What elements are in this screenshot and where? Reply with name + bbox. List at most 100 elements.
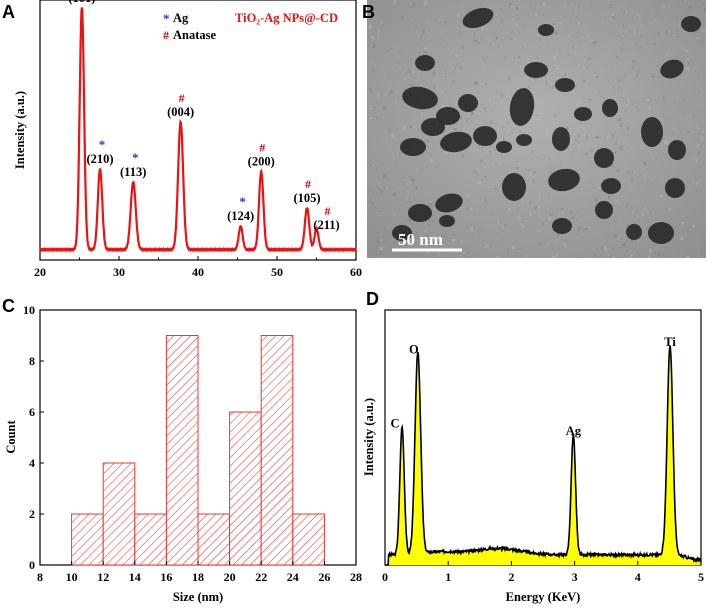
tem-noise-speck xyxy=(551,170,554,173)
tem-noise-speck xyxy=(611,163,615,167)
tem-noise-speck xyxy=(484,162,486,165)
tem-noise-speck xyxy=(656,64,659,67)
tem-noise-speck xyxy=(703,72,706,75)
tem-noise-speck xyxy=(586,135,589,139)
tem-noise-speck xyxy=(548,225,551,228)
tem-noise-speck xyxy=(696,37,700,39)
tem-noise-speck xyxy=(639,106,641,108)
tem-noise-speck xyxy=(700,137,704,141)
tem-noise-speck xyxy=(632,52,637,56)
tem-noise-speck xyxy=(690,212,692,216)
tem-noise-speck xyxy=(657,252,661,256)
panel-d-xlabel: Energy (KeV) xyxy=(506,590,581,604)
tem-noise-speck xyxy=(692,180,694,183)
tem-noise-speck xyxy=(413,19,417,22)
tem-noise-speck xyxy=(616,168,620,172)
tem-noise-speck xyxy=(413,125,416,128)
tem-noise-speck xyxy=(529,211,532,216)
tem-noise-speck xyxy=(547,241,550,246)
tem-noise-speck xyxy=(656,220,661,223)
panel-d-xtick-label: 4 xyxy=(635,570,641,584)
tem-noise-speck xyxy=(652,212,654,214)
tem-noise-speck xyxy=(376,167,379,170)
tem-noise-speck xyxy=(557,29,559,33)
tem-noise-speck xyxy=(624,30,628,33)
tem-noise-speck xyxy=(577,22,580,25)
tem-noise-speck xyxy=(388,93,392,95)
tem-noise-speck xyxy=(605,249,608,252)
tem-noise-speck xyxy=(695,159,698,163)
tem-noise-speck xyxy=(617,78,622,82)
tem-noise-speck xyxy=(658,32,660,36)
tem-noise-speck xyxy=(525,44,529,46)
tem-noise-speck xyxy=(482,104,484,107)
tem-noise-speck xyxy=(508,208,511,212)
tem-noise-speck xyxy=(646,200,648,203)
tem-noise-speck xyxy=(592,41,596,45)
tem-noise-speck xyxy=(417,84,420,86)
tem-noise-speck xyxy=(547,34,550,38)
histogram-bar xyxy=(134,513,167,566)
tem-noise-speck xyxy=(639,46,644,48)
tem-noise-speck xyxy=(439,148,443,152)
tem-noise-speck xyxy=(460,240,464,244)
tem-noise-speck xyxy=(631,169,633,173)
tem-noise-speck xyxy=(399,50,401,55)
tem-noise-speck xyxy=(449,80,451,85)
tem-noise-speck xyxy=(475,90,480,93)
panel-d-xtick-label: 3 xyxy=(572,570,578,584)
tem-noise-speck xyxy=(556,52,558,55)
tem-noise-speck xyxy=(613,129,615,131)
tem-noise-speck xyxy=(604,21,608,24)
tem-noise-speck xyxy=(579,85,583,90)
tem-noise-speck xyxy=(598,166,601,170)
panel-c-xtick-label: 24 xyxy=(287,570,299,584)
tem-noise-speck xyxy=(482,146,484,148)
tem-noise-speck xyxy=(380,17,382,20)
tem-noise-speck xyxy=(598,256,601,258)
tem-noise-speck xyxy=(503,223,506,227)
tem-noise-speck xyxy=(368,246,370,248)
tem-noise-speck xyxy=(648,106,651,110)
tem-noise-speck xyxy=(452,67,455,69)
tem-noise-speck xyxy=(380,19,383,23)
tem-noise-speck xyxy=(523,24,526,27)
tem-noise-speck xyxy=(465,27,469,30)
tem-noise-speck xyxy=(431,71,436,76)
tem-noise-speck xyxy=(485,227,489,229)
tem-noise-speck xyxy=(451,80,456,85)
tem-noise-speck xyxy=(575,217,580,221)
tem-noise-speck xyxy=(540,247,543,249)
tem-noise-speck xyxy=(578,64,580,68)
tem-noise-speck xyxy=(658,76,661,78)
tem-noise-speck xyxy=(484,107,487,109)
tem-noise-speck xyxy=(621,147,626,149)
tem-noise-speck xyxy=(542,2,546,5)
tem-noise-speck xyxy=(640,77,643,79)
tem-noise-speck xyxy=(620,125,623,127)
panel-a-peak-label: (101) xyxy=(68,0,95,5)
tem-noise-speck xyxy=(368,189,371,192)
tem-noise-speck xyxy=(510,128,513,133)
tem-noise-speck xyxy=(433,85,436,90)
tem-noise-speck xyxy=(628,249,633,252)
tem-noise-speck xyxy=(451,232,454,235)
tem-noise-speck xyxy=(590,144,592,147)
tem-noise-speck xyxy=(390,89,393,93)
tem-noise-speck xyxy=(515,7,519,10)
tem-noise-speck xyxy=(445,71,447,74)
tem-nanoparticle xyxy=(440,131,472,153)
tem-noise-speck xyxy=(636,108,640,111)
tem-noise-speck xyxy=(668,208,672,210)
tem-nanoparticle xyxy=(665,178,685,198)
tem-noise-speck xyxy=(423,50,428,54)
tem-noise-speck xyxy=(478,236,481,239)
tem-noise-speck xyxy=(637,197,639,200)
tem-noise-speck xyxy=(552,23,556,25)
tem-noise-speck xyxy=(638,17,641,20)
tem-noise-speck xyxy=(417,48,421,50)
tem-noise-speck xyxy=(477,113,480,116)
tem-noise-speck xyxy=(382,215,387,218)
tem-noise-speck xyxy=(621,201,624,205)
tem-noise-speck xyxy=(566,126,569,131)
